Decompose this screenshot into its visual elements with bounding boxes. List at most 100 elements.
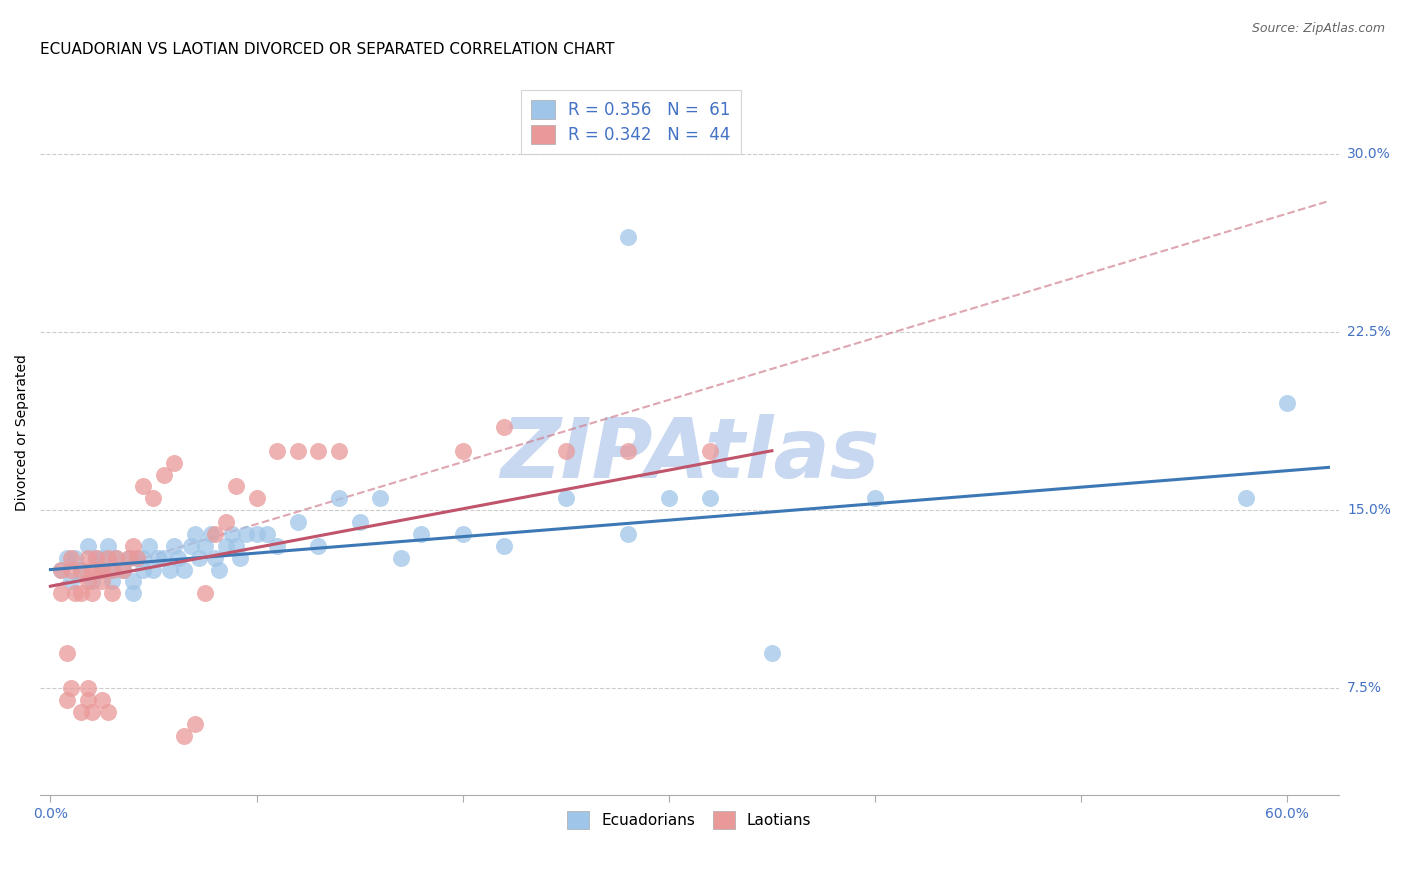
Point [152, 550, 174, 565]
Point [142, 491, 165, 506]
Point [80, 705, 103, 719]
Point [118, 550, 141, 565]
Point [761, 646, 783, 660]
Point [76, 574, 98, 589]
Point [1277, 396, 1299, 410]
Point [91, 574, 114, 589]
Point [266, 443, 288, 458]
Legend: Ecuadorians, Laotians: Ecuadorians, Laotians [561, 805, 817, 835]
Point [163, 456, 186, 470]
Point [122, 539, 145, 553]
Text: 15.0%: 15.0% [1347, 503, 1391, 517]
Point [287, 443, 309, 458]
Point [194, 539, 217, 553]
Point [492, 420, 515, 434]
Point [328, 491, 350, 506]
Point [159, 563, 181, 577]
Point [554, 443, 576, 458]
Point [70, 563, 93, 577]
Point [307, 539, 329, 553]
Point [70, 586, 93, 600]
Point [80, 574, 103, 589]
Point [60, 574, 83, 589]
Point [49, 563, 72, 577]
Point [451, 527, 474, 541]
Point [225, 539, 247, 553]
Point [229, 550, 252, 565]
Text: Source: ZipAtlas.com: Source: ZipAtlas.com [1251, 22, 1385, 36]
Point [101, 563, 124, 577]
Point [101, 563, 124, 577]
Y-axis label: Divorced or Separated: Divorced or Separated [15, 354, 30, 511]
Point [76, 693, 98, 707]
Point [76, 681, 98, 696]
Point [699, 443, 721, 458]
Point [91, 563, 114, 577]
Point [56, 693, 79, 707]
Point [76, 550, 98, 565]
Point [208, 563, 231, 577]
Point [132, 479, 155, 493]
Point [122, 574, 145, 589]
Point [60, 681, 83, 696]
Point [328, 443, 350, 458]
Point [76, 539, 98, 553]
Point [132, 550, 155, 565]
Point [49, 586, 72, 600]
Point [1234, 491, 1257, 506]
Point [132, 563, 155, 577]
Point [111, 563, 134, 577]
Point [60, 550, 83, 565]
Point [111, 563, 134, 577]
Point [97, 539, 120, 553]
Point [349, 515, 371, 529]
Point [56, 646, 79, 660]
Point [122, 586, 145, 600]
Point [200, 527, 222, 541]
Point [173, 729, 195, 743]
Point [101, 574, 124, 589]
Point [616, 229, 638, 244]
Point [80, 563, 103, 577]
Point [97, 705, 120, 719]
Text: ZIPAtlas: ZIPAtlas [499, 414, 879, 495]
Point [554, 491, 576, 506]
Point [125, 550, 148, 565]
Point [492, 539, 515, 553]
Point [163, 539, 186, 553]
Point [183, 717, 205, 731]
Point [616, 527, 638, 541]
Point [80, 586, 103, 600]
Point [266, 539, 288, 553]
Point [84, 550, 107, 565]
Point [152, 467, 174, 482]
Point [194, 586, 217, 600]
Point [235, 527, 257, 541]
Point [699, 491, 721, 506]
Text: ECUADORIAN VS LAOTIAN DIVORCED OR SEPARATED CORRELATION CHART: ECUADORIAN VS LAOTIAN DIVORCED OR SEPARA… [41, 42, 614, 57]
Point [173, 563, 195, 577]
Point [180, 539, 202, 553]
Point [863, 491, 886, 506]
Point [63, 586, 86, 600]
Point [101, 586, 124, 600]
Point [84, 563, 107, 577]
Point [658, 491, 681, 506]
Point [616, 443, 638, 458]
Point [451, 443, 474, 458]
Point [63, 550, 86, 565]
Point [60, 563, 83, 577]
Point [56, 550, 79, 565]
Point [105, 550, 128, 565]
Point [245, 527, 267, 541]
Point [183, 527, 205, 541]
Text: 7.5%: 7.5% [1347, 681, 1382, 696]
Point [187, 550, 209, 565]
Point [411, 527, 433, 541]
Point [125, 550, 148, 565]
Point [389, 550, 412, 565]
Point [118, 550, 141, 565]
Point [84, 550, 107, 565]
Point [221, 527, 243, 541]
Point [256, 527, 278, 541]
